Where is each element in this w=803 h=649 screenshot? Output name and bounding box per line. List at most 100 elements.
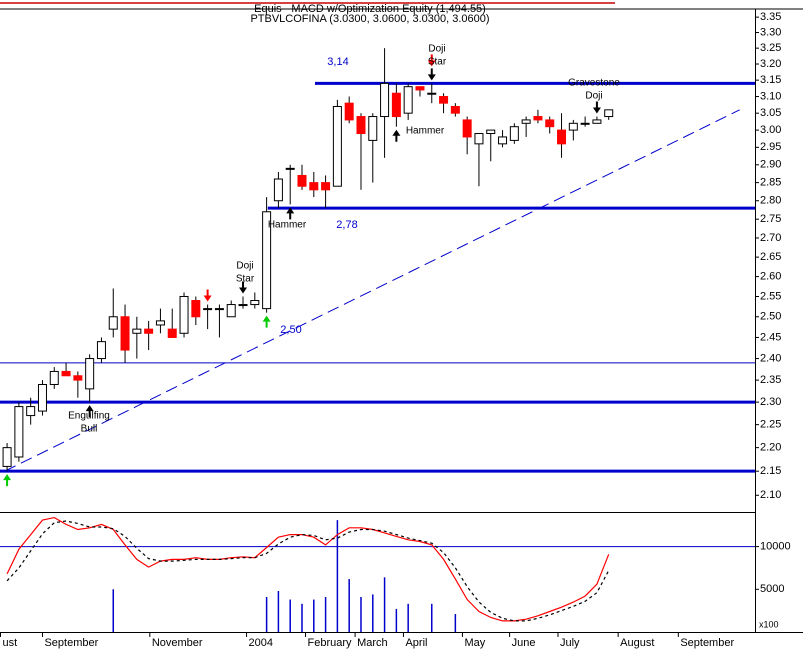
y-tick-label: 3.25 bbox=[760, 42, 781, 54]
y-tick-label: 2.50 bbox=[760, 311, 781, 323]
candle-body bbox=[380, 82, 390, 118]
y-tick-label: 5000 bbox=[760, 583, 784, 595]
signal-arrow bbox=[3, 474, 12, 487]
candle-body bbox=[321, 182, 331, 191]
candle-body bbox=[332, 105, 342, 187]
annotation: Engulfing bbox=[68, 411, 110, 422]
signal-arrow bbox=[427, 68, 436, 81]
candle-body bbox=[73, 375, 83, 381]
y-tick-label: 3.30 bbox=[760, 26, 781, 38]
indicator-line bbox=[6, 516, 610, 622]
candle-body bbox=[533, 116, 543, 121]
candle-body bbox=[403, 86, 413, 114]
x-tick-label: September bbox=[44, 637, 98, 649]
signal-arrow bbox=[262, 315, 271, 328]
candle-body bbox=[226, 304, 236, 318]
x-tick-label: November bbox=[152, 637, 203, 649]
unit-label: x100 bbox=[759, 619, 779, 629]
x-tick-label: June bbox=[512, 637, 536, 649]
candle-body bbox=[592, 119, 602, 124]
y-tick-label: 2.30 bbox=[760, 396, 781, 408]
candle-body bbox=[415, 86, 425, 91]
signal-arrow bbox=[592, 101, 601, 114]
candle-body bbox=[2, 447, 12, 467]
candle-body bbox=[344, 102, 354, 121]
candle-body bbox=[108, 316, 118, 330]
candle-body bbox=[250, 300, 260, 306]
x-tick-label: 2004 bbox=[249, 637, 273, 649]
y-tick-label: 10000 bbox=[760, 541, 791, 553]
y-tick-label: 3.35 bbox=[760, 11, 781, 23]
candle-body bbox=[61, 370, 71, 377]
candle-body bbox=[214, 308, 224, 311]
y-tick-label: 2.90 bbox=[760, 159, 781, 171]
candle-body bbox=[179, 295, 189, 334]
annotation: Doji bbox=[428, 44, 445, 55]
candle-body bbox=[26, 406, 36, 417]
annotation: Hammer bbox=[406, 126, 445, 137]
annotation: Star bbox=[236, 274, 255, 285]
y-tick-label: 2.40 bbox=[760, 352, 781, 364]
candle-body bbox=[557, 129, 567, 145]
candle-body bbox=[273, 178, 283, 202]
signal-arrow bbox=[392, 129, 401, 142]
y-tick-label: 2.35 bbox=[760, 374, 781, 386]
y-tick-label: 2.10 bbox=[760, 489, 781, 501]
candle-body bbox=[439, 96, 449, 104]
signal-arrow bbox=[427, 54, 436, 67]
candle-body bbox=[285, 167, 295, 170]
x-tick-label: September bbox=[680, 637, 734, 649]
candle-body bbox=[297, 174, 307, 187]
y-tick-label: 2.75 bbox=[760, 213, 781, 225]
y-tick-label: 3.05 bbox=[760, 107, 781, 119]
candle-body bbox=[356, 116, 366, 135]
y-tick-label: 2.85 bbox=[760, 177, 781, 189]
trendline bbox=[4, 109, 740, 472]
annotation: Hammer bbox=[268, 220, 307, 231]
candle-body bbox=[568, 122, 578, 131]
candle-body bbox=[49, 370, 59, 385]
signal-arrow bbox=[286, 207, 295, 220]
candle-body bbox=[368, 116, 378, 141]
annotation: 2,78 bbox=[336, 219, 357, 231]
candle-body bbox=[309, 182, 319, 191]
candle-body bbox=[474, 133, 484, 145]
y-tick-label: 3.20 bbox=[760, 58, 781, 70]
candle-body bbox=[203, 308, 213, 311]
x-tick-label: July bbox=[560, 637, 580, 649]
signal-arrow bbox=[203, 289, 212, 302]
y-tick-label: 2.60 bbox=[760, 271, 781, 283]
chart-subtitle: PTBVLCOFINA (3.0300, 3.0600, 3.0300, 3.0… bbox=[250, 13, 489, 25]
candle-body bbox=[450, 105, 460, 114]
candle-body bbox=[37, 383, 47, 412]
x-tick-label: ust bbox=[3, 637, 18, 649]
annotation: Doji bbox=[236, 261, 253, 272]
candle-body bbox=[391, 92, 401, 118]
candle-body bbox=[545, 119, 555, 128]
y-tick-label: 3.00 bbox=[760, 124, 781, 136]
annotation: Star bbox=[428, 57, 447, 68]
candle-body bbox=[120, 316, 130, 351]
signal-arrow bbox=[239, 281, 248, 294]
y-tick-label: 2.25 bbox=[760, 419, 781, 431]
chart-title: Equis - MACD w/Optimization Equity (1,49… bbox=[254, 3, 486, 15]
candle-body bbox=[14, 406, 24, 458]
y-tick-label: 2.55 bbox=[760, 290, 781, 302]
candle-body bbox=[521, 119, 531, 124]
y-tick-label: 3.15 bbox=[760, 74, 781, 86]
signal-arrow bbox=[85, 405, 94, 418]
candle-body bbox=[155, 320, 165, 326]
x-tick-label: April bbox=[405, 637, 427, 649]
y-tick-label: 2.80 bbox=[760, 195, 781, 207]
annotation: Bull bbox=[81, 424, 98, 435]
candle-body bbox=[167, 328, 177, 338]
candle-body bbox=[144, 328, 154, 334]
y-tick-label: 3.10 bbox=[760, 90, 781, 102]
y-tick-label: 2.65 bbox=[760, 251, 781, 263]
candle-body bbox=[191, 300, 201, 318]
y-tick-label: 2.45 bbox=[760, 331, 781, 343]
annotation: Doji bbox=[585, 91, 602, 102]
x-tick-label: February bbox=[308, 637, 353, 649]
